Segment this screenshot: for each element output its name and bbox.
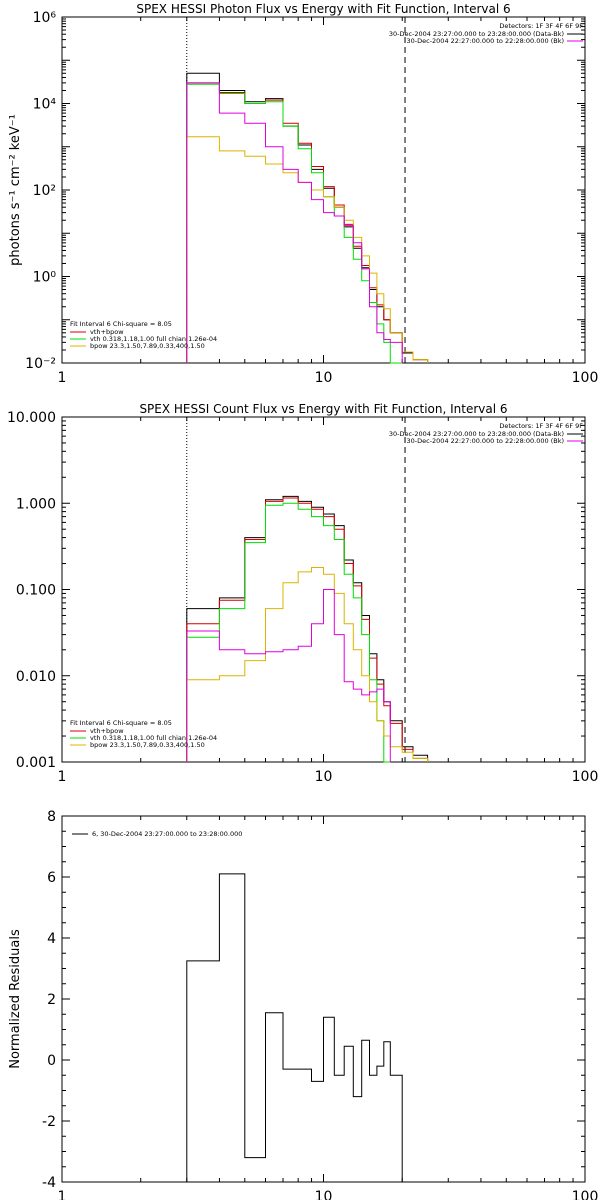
x-tick-label: 100 [572,769,599,785]
series-data-line [186,72,429,363]
fit-legend-label: bpow 23.3,1.50,7.89,0.33,400,1.50 [90,741,205,749]
x-tick-label: 10 [315,1189,333,1200]
fit-legend-label: vth+bpow [90,727,124,735]
y-tick-label: 10.000 [7,410,56,426]
x-tick-label: 100 [572,1189,599,1200]
fit-legend-header: Fit Interval 6 Chi-square = 8.05 [70,719,172,727]
y-tick-label: 2 [47,992,56,1008]
x-tick-label: 1 [58,769,67,785]
fit-legend-label: vth 0.318,1.18,1.00 full chian 1.26e-04 [90,734,217,742]
series-bpow-line [186,136,429,363]
y-tick-label: 10⁻² [25,356,56,372]
y-tick-label: 0.100 [16,583,56,599]
series-total-line [186,497,429,762]
y-tick-label: -4 [42,1175,56,1191]
y-tick-label: 6 [47,870,56,886]
series-vth-line [186,502,391,763]
series-total-line [186,82,429,363]
y-tick-label: 0 [47,1053,56,1069]
legend-header: Detectors: 1F 3F 4F 6F 9F [499,22,583,30]
y-tick-label: 10² [33,183,56,199]
series-bk-line [186,589,391,762]
y-tick-label: 0.001 [16,755,56,771]
series-bk-line [186,82,403,363]
fit-legend-label: vth 0.318,1.18,1.00 full chian 1.26e-04 [90,335,217,343]
series-data-line [186,873,403,1182]
legend-label: 6, 30-Dec-2004 23:27:00.000 to 23:28:00.… [92,830,242,838]
legend-label: 30-Dec-2004 23:27:00.000 to 23:28:00.000… [389,430,564,438]
y-axis-label: Normalized Residuals [8,929,23,1069]
count-flux-chart: SPEX HESSI Count Flux vs Energy with Fit… [7,402,599,785]
y-tick-label: 4 [47,931,56,947]
y-tick-label: 10⁴ [33,97,57,113]
legend-label: 30-Dec-2004 23:27:00.000 to 23:28:00.000… [389,30,564,38]
fit-legend-label: vth+bpow [90,328,124,336]
y-tick-label: 10⁰ [33,270,57,286]
y-tick-label: 8 [47,809,56,825]
photon-flux-chart: SPEX HESSI Photon Flux vs Energy with Fi… [8,2,599,386]
y-axis-label: photons s⁻¹ cm⁻² keV⁻¹ [8,114,23,266]
legend-label: 30-Dec-2004 22:27:00.000 to 22:28:00.000… [407,437,565,445]
y-tick-label: 10⁶ [33,10,57,26]
y-tick-label: 1.000 [16,496,56,512]
fit-legend-header: Fit Interval 6 Chi-square = 8.05 [70,320,172,328]
residuals-chart: Normalized Residuals 1 10 100 -4 -2 0 2 4 6 8 6, 30… [8,809,599,1200]
plot-frame [61,815,586,1183]
series-vth-line [186,83,403,364]
x-tick-label: 1 [58,370,67,386]
x-tick-label: 10 [315,370,333,386]
chart-title: SPEX HESSI Photon Flux vs Energy with Fi… [136,2,510,16]
x-tick-label: 100 [572,370,599,386]
chart-title: SPEX HESSI Count Flux vs Energy with Fit… [139,402,507,416]
x-tick-label: 10 [315,769,333,785]
series-bpow-line [186,567,429,762]
series-data-line [186,495,429,762]
legend-header: Detectors: 1F 3F 4F 6F 9F [499,422,583,430]
legend-label: 30-Dec-2004 22:27:00.000 to 22:28:00.000… [407,37,565,45]
y-tick-label: 0.010 [16,669,56,685]
fit-legend-label: bpow 23.3,1.50,7.89,0.33,400,1.50 [90,342,205,350]
x-tick-label: 1 [58,1189,67,1200]
y-tick-label: -2 [42,1114,56,1130]
